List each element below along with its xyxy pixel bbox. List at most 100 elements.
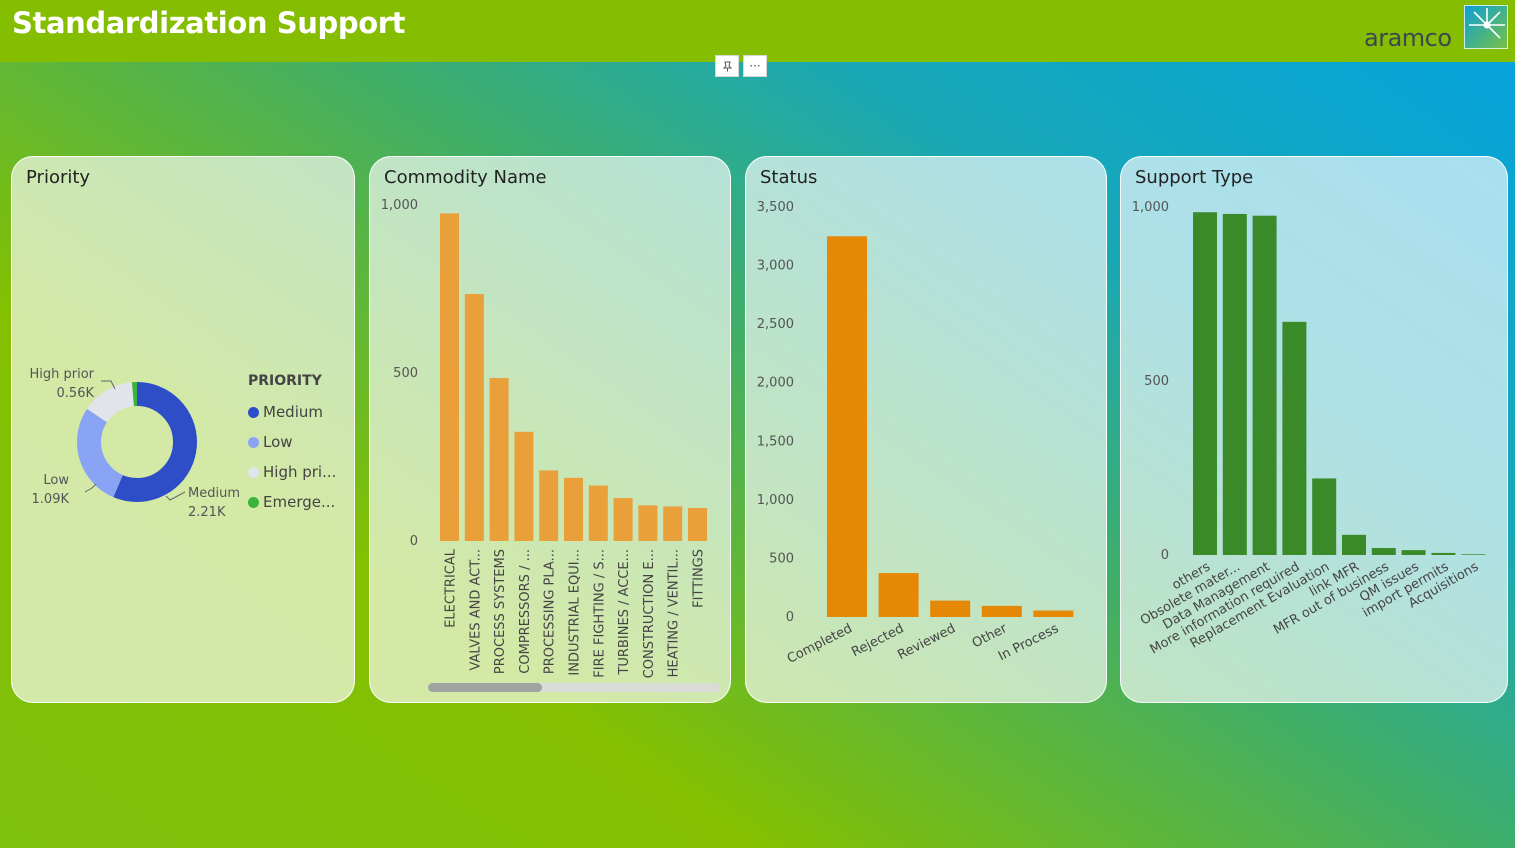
support-type-title: Support Type (1135, 167, 1254, 188)
legend-label-medium: Medium (263, 403, 323, 421)
x-tick-label: Reviewed (895, 621, 958, 663)
bar-processing-pla[interactable] (539, 470, 559, 541)
donut-slice-emergency[interactable] (77, 382, 197, 502)
status-title: Status (760, 167, 818, 188)
y-tick-label: 2,000 (757, 376, 794, 391)
label-medium-name: Medium (188, 486, 240, 501)
y-tick-label: 1,500 (757, 434, 794, 449)
legend-label-high-priority: High pri... (263, 463, 337, 481)
page-title: Standardization Support (12, 6, 406, 40)
bar-mfr-out-of-business[interactable] (1371, 548, 1396, 555)
leader-line (165, 491, 186, 501)
bar-fittings[interactable] (688, 508, 707, 541)
bar-fire-fighting-s[interactable] (588, 485, 608, 541)
pin-icon (722, 61, 732, 71)
y-tick-label: 1,000 (1132, 200, 1169, 215)
legend-label-low: Low (263, 433, 293, 451)
donut-slice-low[interactable] (77, 382, 197, 502)
commodity-scrollbar[interactable] (428, 683, 720, 692)
y-tick-label: 3,500 (757, 200, 794, 215)
bar-obsolete-mater[interactable] (1222, 213, 1247, 555)
bar-more-information-required[interactable] (1282, 321, 1307, 555)
commodity-title: Commodity Name (384, 167, 547, 188)
status-card: Status 0 500 1,000 1,500 2,000 2,500 3,000 3,50… (745, 156, 1107, 703)
commodity-scrollbar-thumb[interactable] (428, 683, 542, 692)
label-medium-value: 2.21K (188, 505, 226, 520)
x-tick-label: VALVES AND ACT... (468, 549, 483, 671)
legend-marker-medium (248, 406, 259, 418)
header-bar: Standardization Support aramco (0, 0, 1515, 62)
bar-electrical[interactable] (440, 213, 459, 541)
y-tick-label: 1,000 (757, 493, 794, 508)
legend-item-medium[interactable]: Medium (248, 397, 336, 427)
bar-link-mfr[interactable] (1342, 534, 1366, 555)
pin-visual-button[interactable] (715, 55, 739, 77)
y-tick-label: 0 (786, 610, 794, 625)
x-tick-label: HEATING / VENTIL... (667, 549, 682, 677)
more-options-button[interactable]: ··· (743, 55, 767, 77)
bar-compressors[interactable] (514, 431, 534, 541)
y-tick-label: 3,000 (757, 259, 794, 274)
label-high-value: 0.56K (57, 386, 95, 401)
bar-reviewed[interactable] (930, 600, 971, 617)
leader-line (84, 483, 97, 493)
y-tick-label: 500 (769, 551, 794, 566)
support-type-card: Support Type 0 500 1,000 others Obsolete mat… (1120, 156, 1508, 703)
priority-donut-chart[interactable]: High prior 0.56K Low 1.09K Medium 2.21K (12, 157, 355, 703)
bar-completed[interactable] (827, 236, 867, 617)
y-tick-label: 1,000 (381, 198, 418, 213)
brand-logo-text: aramco (1364, 24, 1452, 52)
bar-turbines-acce[interactable] (613, 497, 633, 541)
commodity-bar-chart[interactable]: 0 500 1,000 ELECTRICAL VALVES AND ACT... PROC… (370, 157, 731, 703)
legend-marker-high-priority (248, 466, 259, 478)
bar-data-management[interactable] (1252, 215, 1277, 555)
bar-process-systems[interactable] (489, 378, 509, 541)
legend-marker-low (248, 436, 259, 448)
bar-replacement-evaluation[interactable] (1312, 478, 1337, 555)
label-high-name: High prior (29, 367, 94, 382)
commodity-card: Commodity Name 0 500 1,000 ELECTRICAL VALVES… (369, 156, 731, 703)
bar-valves-and-act[interactable] (464, 294, 484, 541)
legend-label-emergency: Emerge... (263, 493, 336, 511)
aramco-star-icon (1464, 5, 1508, 49)
leader-line (101, 380, 116, 390)
priority-card: Priority High prior 0.56K Low 1.09K Medium 2.… (11, 156, 355, 703)
bar-in-process[interactable] (1033, 610, 1074, 617)
legend-title: PRIORITY (248, 373, 322, 389)
more-options-icon: ··· (749, 59, 761, 73)
bar-rejected[interactable] (878, 573, 919, 617)
x-tick-label: FITTINGS (692, 549, 707, 608)
x-tick-label: Completed (785, 621, 855, 667)
bar-construction-e[interactable] (638, 505, 658, 541)
legend-marker-emergency (248, 496, 259, 508)
x-tick-label: COMPRESSORS / ... (518, 549, 533, 674)
bar-others[interactable] (1193, 212, 1217, 555)
x-tick-label: FIRE FIGHTING / S... (592, 549, 607, 678)
x-tick-label: INDUSTRIAL EQUI... (568, 549, 583, 676)
bar-other[interactable] (981, 605, 1022, 617)
y-tick-label: 0 (410, 534, 418, 549)
legend-item-high-priority[interactable]: High pri... (248, 457, 336, 487)
y-tick-label: 500 (393, 366, 418, 381)
bar-qm-issues[interactable] (1401, 550, 1426, 555)
label-low-value: 1.09K (32, 492, 70, 507)
x-tick-label: PROCESSING PLA... (543, 549, 558, 674)
x-tick-label: CONSTRUCTION E... (642, 549, 657, 678)
status-bar-chart[interactable]: 0 500 1,000 1,500 2,000 2,500 3,000 3,500 Comple… (746, 157, 1107, 703)
y-tick-label: 500 (1144, 374, 1169, 389)
y-tick-label: 2,500 (757, 317, 794, 332)
priority-legend: PRIORITY Medium Low High pri... Emerge..… (248, 373, 336, 517)
bar-heating-ventil[interactable] (663, 506, 683, 541)
legend-item-low[interactable]: Low (248, 427, 336, 457)
legend-item-emergency[interactable]: Emerge... (248, 487, 336, 517)
y-tick-label: 0 (1161, 548, 1169, 563)
bar-acquisitions[interactable] (1461, 554, 1486, 555)
x-tick-label: PROCESS SYSTEMS (493, 549, 508, 674)
bar-industrial-equi[interactable] (564, 477, 583, 541)
x-tick-label: TURBINES / ACCE... (617, 549, 632, 676)
label-low-name: Low (43, 473, 69, 488)
priority-title: Priority (26, 167, 91, 188)
x-tick-label: ELECTRICAL (444, 548, 459, 628)
bar-import-permits[interactable] (1431, 552, 1456, 555)
